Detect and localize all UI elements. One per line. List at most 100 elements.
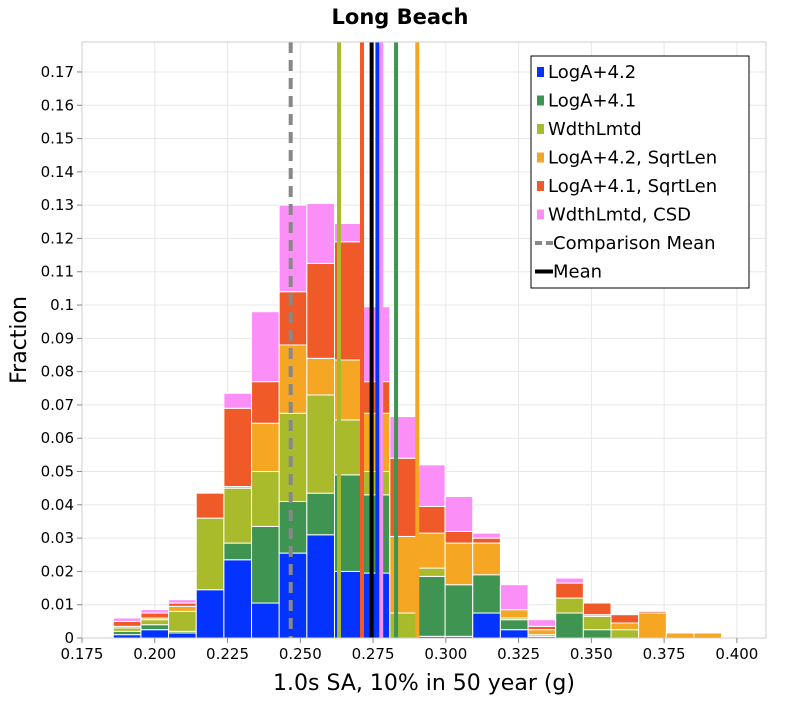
legend: LogA+4.2 LogA+4.1 WdthLmtd LogA+4.2, SqrtLe… xyxy=(530,55,750,289)
x-tick-label: 0.375 xyxy=(643,645,686,663)
bar-segment xyxy=(416,505,446,534)
bar-segment xyxy=(472,612,501,639)
bar-segment xyxy=(195,589,225,639)
bar-segment xyxy=(472,574,501,614)
bar-segment xyxy=(472,532,501,539)
bar-segment xyxy=(223,392,253,409)
bar-segment xyxy=(278,500,308,554)
bar-segment xyxy=(140,629,170,639)
bar-segment xyxy=(223,487,253,544)
bar-segment xyxy=(416,532,446,569)
bar-segment xyxy=(223,542,253,561)
y-axis-ticks: 0 0.01 0.02 0.03 0.04 0.05 0.06 0.07 0.08 0.09 0.1… xyxy=(41,63,82,647)
bar-segment xyxy=(306,394,335,494)
x-tick-label: 0.225 xyxy=(206,645,249,663)
bar-segment xyxy=(251,525,280,604)
bar-segment xyxy=(444,584,474,637)
bar-segment xyxy=(444,530,474,544)
bar-segment xyxy=(693,632,723,639)
vertical-mean-lines xyxy=(288,42,420,638)
bar-segment xyxy=(140,612,170,619)
legend-box xyxy=(530,55,750,289)
bar-segment xyxy=(112,620,142,627)
bar-segment xyxy=(499,584,529,611)
legend-swatch xyxy=(537,124,544,134)
bar-segment xyxy=(389,416,418,459)
bar-segment xyxy=(610,614,640,624)
bar-segment xyxy=(140,609,170,614)
legend-swatch xyxy=(537,209,544,220)
bar-segment xyxy=(499,619,529,631)
bar-segment xyxy=(306,262,335,359)
x-tick-label: 0.350 xyxy=(570,645,613,663)
bar-segment xyxy=(610,622,640,631)
bar-segment xyxy=(638,612,667,639)
bar-segment xyxy=(112,617,142,622)
bar-segment xyxy=(140,624,170,631)
bar-segment xyxy=(306,534,335,639)
bar-segment xyxy=(251,422,280,473)
bar-segment xyxy=(472,537,501,544)
bar-segment xyxy=(444,542,474,586)
y-tick-label: 0.11 xyxy=(41,263,74,281)
plot-frame xyxy=(81,41,767,639)
bar-segment xyxy=(638,610,667,614)
bar-segment xyxy=(472,542,501,576)
y-axis-title: Fraction xyxy=(7,296,32,384)
bar-segment xyxy=(195,517,225,591)
bar-segment xyxy=(223,407,253,488)
bar-segment xyxy=(499,609,529,619)
bar-segment xyxy=(278,291,308,346)
bar-segment xyxy=(582,615,612,631)
legend-label: LogA+4.1, SqrtLen xyxy=(548,176,717,197)
x-axis-ticks: 0.175 0.200 0.225 0.250 0.275 0.300 0.325 0.350… xyxy=(61,638,758,663)
y-tick-label: 0.13 xyxy=(41,196,74,214)
x-tick-label: 0.325 xyxy=(497,645,540,663)
y-tick-label: 0 xyxy=(64,629,74,647)
bar-segment xyxy=(582,602,612,616)
bar-segment xyxy=(416,575,446,637)
legend-swatch xyxy=(537,152,544,163)
legend-label: Mean xyxy=(553,262,602,283)
bar-segment xyxy=(389,535,418,614)
bar-segment xyxy=(195,492,225,519)
legend-swatch xyxy=(537,181,544,191)
bar-segment xyxy=(389,612,418,639)
bar-segment xyxy=(582,629,612,639)
bar-segment xyxy=(555,582,584,599)
legend-swatch xyxy=(537,67,544,77)
bar-segment xyxy=(223,559,253,639)
y-tick-label: 0.16 xyxy=(41,96,74,114)
bar-segment xyxy=(168,599,197,604)
y-tick-label: 0.15 xyxy=(41,130,74,148)
bar-segment xyxy=(306,202,335,264)
bar-segment xyxy=(610,629,640,639)
bar-segment xyxy=(251,311,280,383)
y-tick-label: 0.17 xyxy=(41,63,74,81)
y-tick-label: 0.03 xyxy=(41,529,74,547)
y-tick-label: 0.09 xyxy=(41,329,74,347)
bar-segment xyxy=(527,619,557,627)
bar-segment xyxy=(306,357,335,396)
bar-segment xyxy=(416,464,446,507)
bar-segment xyxy=(168,605,197,612)
bar-segment xyxy=(251,381,280,424)
bar-segment xyxy=(416,567,446,577)
legend-label: WdthLmtd, CSD xyxy=(548,205,691,226)
bar-segment xyxy=(168,610,197,632)
bar-segment xyxy=(389,457,418,537)
x-axis-title: 1.0s SA, 10% in 50 year (g) xyxy=(273,671,575,696)
bar-segment xyxy=(251,602,280,639)
chart-title: Long Beach xyxy=(332,5,469,29)
y-tick-label: 0.04 xyxy=(41,496,74,514)
bar-segment xyxy=(278,344,308,414)
bar-segment xyxy=(140,619,170,626)
y-tick-label: 0.14 xyxy=(41,163,74,181)
bar-segment xyxy=(555,612,584,639)
bar-segment xyxy=(527,629,557,636)
x-tick-label: 0.175 xyxy=(61,645,104,663)
legend-label: LogA+4.2 xyxy=(548,62,636,83)
x-tick-label: 0.300 xyxy=(424,645,467,663)
